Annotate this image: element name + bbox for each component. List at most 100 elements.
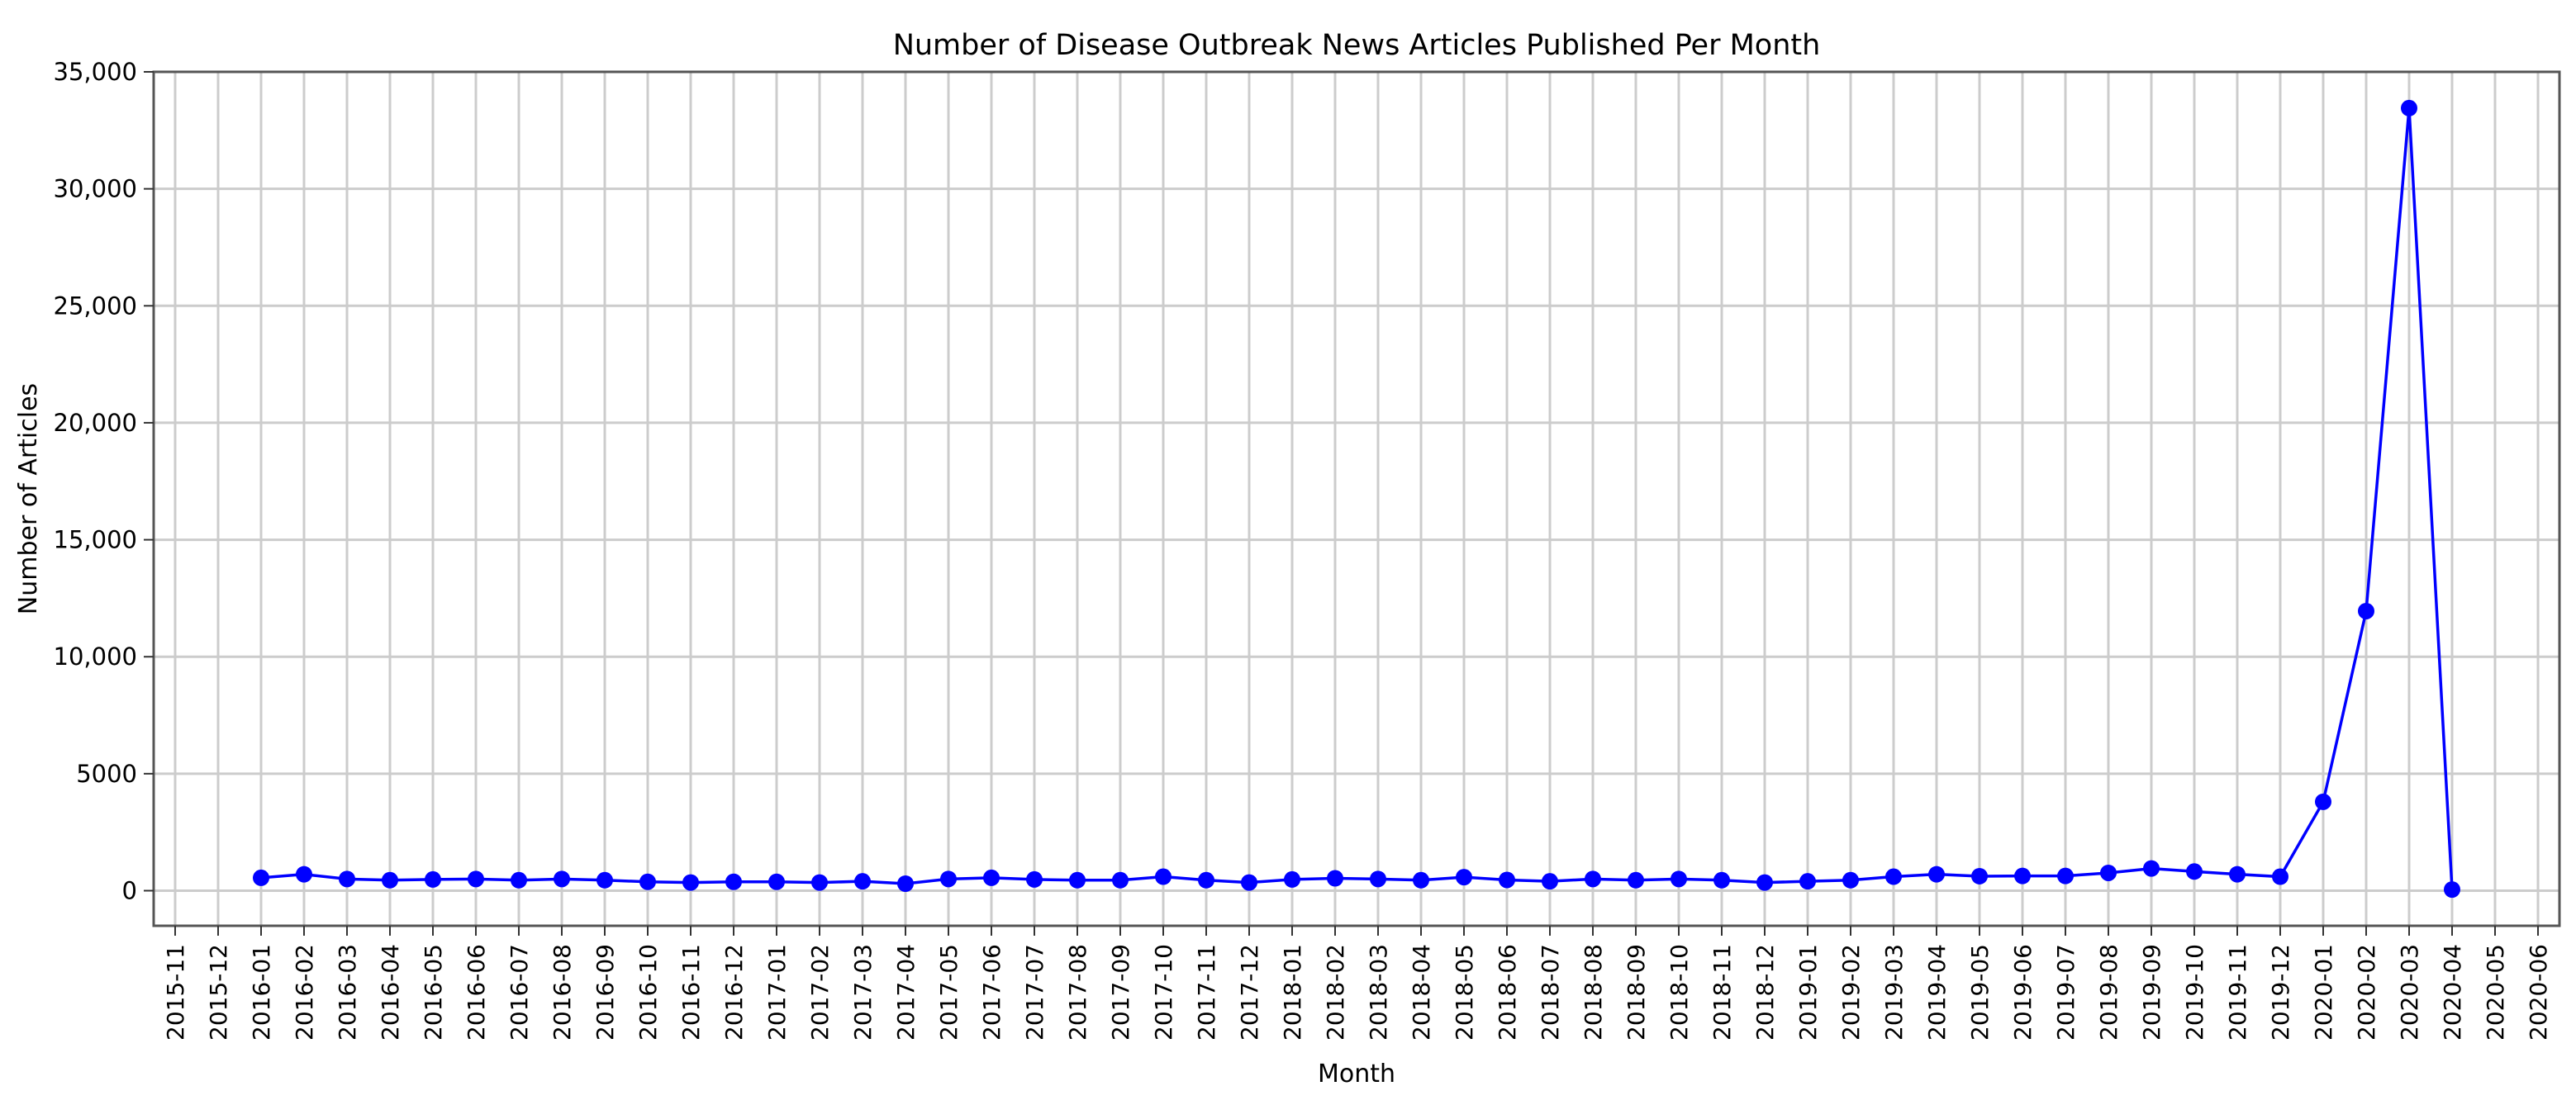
- data-point: [682, 874, 699, 891]
- x-tick-label: 2020-01: [2310, 944, 2337, 1041]
- data-point: [725, 873, 742, 890]
- data-point: [1112, 871, 1129, 889]
- data-point: [983, 869, 1000, 886]
- x-tick-label: 2017-07: [1021, 944, 1048, 1041]
- x-tick-label: 2016-06: [463, 944, 490, 1041]
- x-tick-label: 2017-06: [978, 944, 1005, 1041]
- x-tick-label: 2018-12: [1751, 944, 1779, 1041]
- x-tick-label: 2016-08: [549, 944, 576, 1041]
- x-tick-label: 2016-05: [420, 944, 447, 1041]
- data-point: [1198, 871, 1214, 889]
- data-point: [2315, 793, 2331, 810]
- data-point: [940, 870, 957, 888]
- x-tick-label: 2016-10: [634, 944, 662, 1041]
- x-tick-label: 2020-04: [2439, 944, 2466, 1041]
- data-point: [554, 870, 570, 888]
- x-tick-label: 2020-02: [2353, 944, 2380, 1041]
- x-tick-label: 2018-04: [1408, 944, 1435, 1041]
- x-tick-label: 2017-12: [1236, 944, 1263, 1041]
- data-point: [1885, 868, 1902, 885]
- x-tick-label: 2018-08: [1580, 944, 1607, 1041]
- x-tick-label: 2018-03: [1365, 944, 1392, 1041]
- x-tick-label: 2019-04: [1923, 944, 1951, 1041]
- series-layer: [253, 99, 2460, 899]
- x-tick-label: 2019-06: [2009, 944, 2037, 1041]
- x-tick-label: 2019-07: [2052, 944, 2079, 1041]
- data-point: [1756, 874, 1773, 891]
- data-point: [2401, 99, 2417, 116]
- data-point: [854, 873, 871, 890]
- x-tick-label: 2019-08: [2095, 944, 2122, 1041]
- y-tick-label: 10,000: [54, 643, 137, 671]
- data-point: [1413, 871, 1429, 889]
- x-tick-label: 2017-05: [935, 944, 962, 1041]
- chart-title: Number of Disease Outbreak News Articles…: [893, 29, 1821, 62]
- x-tick-label: 2016-02: [291, 944, 318, 1041]
- x-tick-label: 2018-09: [1623, 944, 1650, 1041]
- data-point: [253, 869, 269, 886]
- x-tick-label: 2018-07: [1537, 944, 1564, 1041]
- y-axis-label: Number of Articles: [14, 383, 43, 614]
- data-point: [2444, 881, 2460, 899]
- x-tick-label: 2017-03: [849, 944, 877, 1041]
- data-point: [296, 866, 312, 883]
- data-point: [2186, 863, 2203, 880]
- x-tick-label: 2016-04: [377, 944, 404, 1041]
- y-tick-label: 25,000: [54, 292, 137, 320]
- x-tick-label: 2017-01: [763, 944, 791, 1041]
- data-point: [511, 871, 527, 889]
- x-tick-label: 2020-06: [2525, 944, 2552, 1041]
- data-point: [1842, 871, 1859, 889]
- x-tick-label: 2019-12: [2267, 944, 2294, 1041]
- data-point: [1971, 867, 1988, 884]
- data-point: [1499, 871, 1515, 889]
- x-tick-label: 2017-09: [1107, 944, 1134, 1041]
- x-tick-label: 2018-05: [1451, 944, 1478, 1041]
- data-point: [1241, 874, 1257, 891]
- x-tick-label: 2020-03: [2396, 944, 2423, 1041]
- data-point: [1799, 873, 1816, 890]
- ticks-layer: 0 5000 10,000 15,000 20,000 25,000 30,000 35,00…: [54, 58, 2552, 1041]
- x-tick-label: 2018-11: [1709, 944, 1736, 1041]
- data-point: [339, 870, 355, 888]
- data-point: [1456, 869, 1472, 886]
- data-point: [2100, 864, 2117, 881]
- x-tick-label: 2019-02: [1837, 944, 1865, 1041]
- data-point: [639, 873, 656, 890]
- data-point: [1628, 871, 1644, 889]
- x-tick-label: 2016-12: [720, 944, 748, 1041]
- x-tick-label: 2017-08: [1064, 944, 1091, 1041]
- data-point: [425, 870, 441, 888]
- y-tick-label: 5000: [76, 760, 137, 788]
- data-point: [768, 873, 785, 890]
- x-tick-label: 2019-10: [2181, 944, 2208, 1041]
- x-tick-label: 2019-01: [1794, 944, 1822, 1041]
- x-tick-label: 2019-05: [1966, 944, 1994, 1041]
- x-tick-label: 2018-06: [1494, 944, 1521, 1041]
- data-point: [2229, 866, 2246, 883]
- y-tick-label: 15,000: [54, 526, 137, 554]
- x-tick-label: 2017-04: [892, 944, 920, 1041]
- data-point: [1671, 870, 1687, 888]
- x-tick-label: 2019-09: [2138, 944, 2165, 1041]
- data-point: [1585, 870, 1601, 888]
- data-point: [1069, 871, 1086, 889]
- x-tick-label: 2019-03: [1880, 944, 1908, 1041]
- grid-layer: [154, 70, 2559, 926]
- x-tick-label: 2016-09: [592, 944, 619, 1041]
- x-tick-label: 2018-01: [1279, 944, 1306, 1041]
- y-tick-label: 20,000: [54, 409, 137, 437]
- data-point: [2358, 602, 2374, 619]
- data-point: [2014, 867, 2031, 884]
- data-point: [2272, 868, 2288, 885]
- x-tick-label: 2016-01: [248, 944, 275, 1041]
- x-tick-label: 2017-10: [1150, 944, 1177, 1041]
- data-point: [1928, 866, 1945, 883]
- x-tick-label: 2017-11: [1193, 944, 1220, 1041]
- plot-area-frame: [152, 70, 2561, 927]
- x-axis-label: Month: [1318, 1060, 1395, 1088]
- data-point: [1542, 873, 1558, 890]
- data-point: [1327, 870, 1343, 887]
